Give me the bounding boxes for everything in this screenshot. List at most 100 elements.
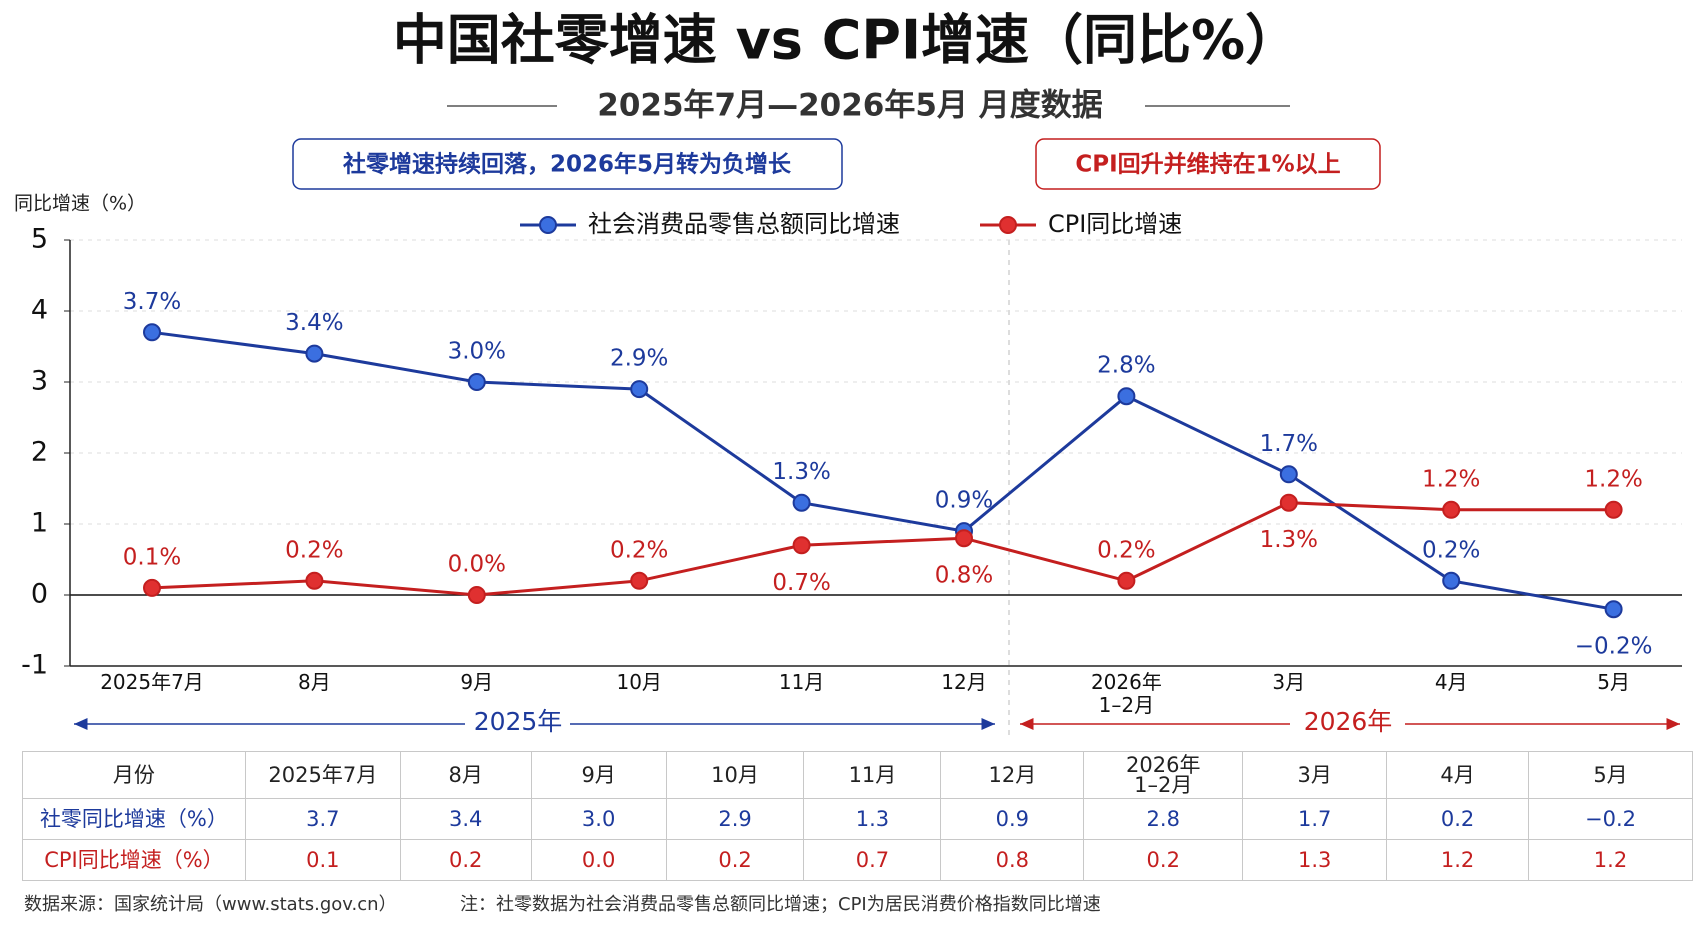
data-point	[630, 380, 649, 399]
y-tick-label: 0	[31, 579, 48, 610]
data-label: 0.2%	[1097, 537, 1155, 563]
data-point	[792, 493, 811, 512]
source: 数据来源：国家统计局（www.stats.gov.cn）	[24, 894, 397, 915]
data-label: 1.2%	[1422, 466, 1480, 492]
table-cell: 3.0	[530, 798, 667, 840]
chart-subtitle: 2025年7月—2026年5月 月度数据	[597, 88, 1103, 124]
data-label: 2.9%	[610, 346, 668, 372]
table-cell: 2.9	[665, 798, 805, 840]
table-cell: 1.3	[1242, 839, 1388, 881]
table-cell: 社零同比增速（%）	[22, 798, 246, 840]
x-tick-label: 11月	[779, 670, 824, 694]
x-tick-label: 4月	[1435, 670, 1468, 694]
data-point	[1604, 500, 1623, 519]
table-cell: 1.3	[803, 798, 942, 840]
table-cell: 1.2	[1386, 839, 1530, 881]
data-point	[143, 578, 161, 597]
data-table: 月份 2025年7月 8月 9月 10月 11月 12月 2026年 1–2月 3月 4月 5月 社零…	[22, 751, 1693, 881]
table-cell: 3.4	[399, 798, 532, 840]
data-point	[143, 323, 161, 342]
table-cell: CPI同比增速（%）	[22, 839, 246, 881]
table-cell: 10月	[665, 751, 805, 799]
series-line	[151, 501, 1614, 597]
table-row: CPI同比增速（%） 0.1 0.2 0.0 0.2 0.7 0.8 0.2 1.3 1.2 1.2	[22, 839, 1693, 881]
data-label: 1.3%	[772, 459, 830, 485]
table-cell: −0.2	[1528, 798, 1693, 840]
data-point	[1279, 465, 1298, 484]
table-cell: 11月	[803, 751, 942, 799]
data-label: 3.7%	[123, 289, 181, 315]
y-tick-label: -1	[21, 650, 48, 681]
data-label: 0.2%	[285, 537, 343, 563]
table-cell: 0.9	[940, 798, 1085, 840]
table-cell: 4月	[1386, 751, 1530, 799]
x-tick-label: 5月	[1597, 670, 1630, 694]
data-label: 0.9%	[935, 488, 993, 514]
table-cell: 0.2	[665, 839, 805, 881]
data-label: 0.7%	[772, 570, 830, 596]
data-label: −0.2%	[1575, 634, 1653, 660]
year-label: 2025年	[474, 707, 563, 736]
data-point	[792, 536, 811, 555]
y-tick-label: 5	[31, 224, 48, 255]
x-tick-label: 2026年 1–2月	[1091, 670, 1162, 717]
data-label: 0.8%	[935, 563, 993, 589]
data-label: 2.8%	[1097, 353, 1155, 379]
data-point	[955, 529, 973, 548]
data-label: 1.3%	[1260, 527, 1318, 553]
annotation: CPI回升并维持在1%以上	[1075, 151, 1340, 178]
x-tick-label: 2025年7月	[100, 670, 204, 694]
y-tick-label: 4	[31, 295, 48, 326]
table-cell: 1.2	[1528, 839, 1693, 881]
data-label: 0.1%	[123, 544, 181, 570]
data-point	[630, 571, 649, 590]
x-tick-label: 10月	[616, 670, 661, 694]
table-cell: 2.8	[1083, 798, 1244, 840]
annotation-box	[292, 138, 843, 190]
data-point	[467, 586, 486, 604]
data-point	[1604, 600, 1623, 619]
data-point	[305, 344, 324, 363]
table-cell: 12月	[940, 751, 1085, 799]
table-cell: 0.1	[244, 839, 401, 881]
x-tick-label: 8月	[298, 670, 331, 694]
data-label: 0.2%	[610, 537, 668, 563]
data-point	[1442, 571, 1461, 590]
y-tick-label: 3	[31, 366, 48, 397]
x-tick-label: 9月	[460, 670, 493, 694]
table-cell: 3.7	[244, 798, 401, 840]
table-cell: 月份	[22, 751, 246, 799]
annotation: 社零增速持续回落，2026年5月转为负增长	[343, 151, 792, 178]
y-axis-label: 同比增速（%）	[14, 193, 146, 215]
table-cell: 0.2	[1386, 798, 1530, 840]
data-label: 1.2%	[1584, 466, 1642, 492]
legend-marker	[999, 216, 1017, 234]
data-point	[1117, 387, 1136, 406]
table-cell: 0.2	[1083, 839, 1244, 881]
x-tick-label: 3月	[1272, 670, 1305, 694]
table-cell: 0.7	[803, 839, 942, 881]
legend-label: CPI同比增速	[1048, 210, 1182, 238]
y-tick-label: 1	[31, 508, 48, 539]
data-point	[467, 373, 486, 391]
y-tick-label: 2	[31, 437, 48, 468]
table-cell: 0.8	[940, 839, 1085, 881]
table-row: 月份 2025年7月 8月 9月 10月 11月 12月 2026年 1–2月 3月 4月 5月	[22, 751, 1693, 799]
data-label: 1.7%	[1260, 431, 1318, 457]
data-point	[305, 571, 324, 590]
data-label: 3.4%	[285, 310, 343, 336]
table-cell: 8月	[399, 751, 532, 799]
table-cell: 2025年7月	[244, 751, 401, 799]
table-cell: 5月	[1528, 751, 1693, 799]
chart-title: 中国社零增速 vs CPI增速（同比%）	[393, 9, 1299, 72]
note: 注：社零数据为社会消费品零售总额同比增速；CPI为居民消费价格指数同比增速	[460, 894, 1101, 915]
table-cell: 0.0	[530, 839, 667, 881]
annotation-box	[1035, 138, 1381, 190]
year-label: 2026年	[1304, 707, 1393, 736]
x-tick-label: 12月	[941, 670, 986, 694]
table-cell: 3月	[1242, 751, 1388, 799]
table-cell: 2026年 1–2月	[1083, 751, 1244, 799]
legend-label: 社会消费品零售总额同比增速	[588, 210, 900, 238]
